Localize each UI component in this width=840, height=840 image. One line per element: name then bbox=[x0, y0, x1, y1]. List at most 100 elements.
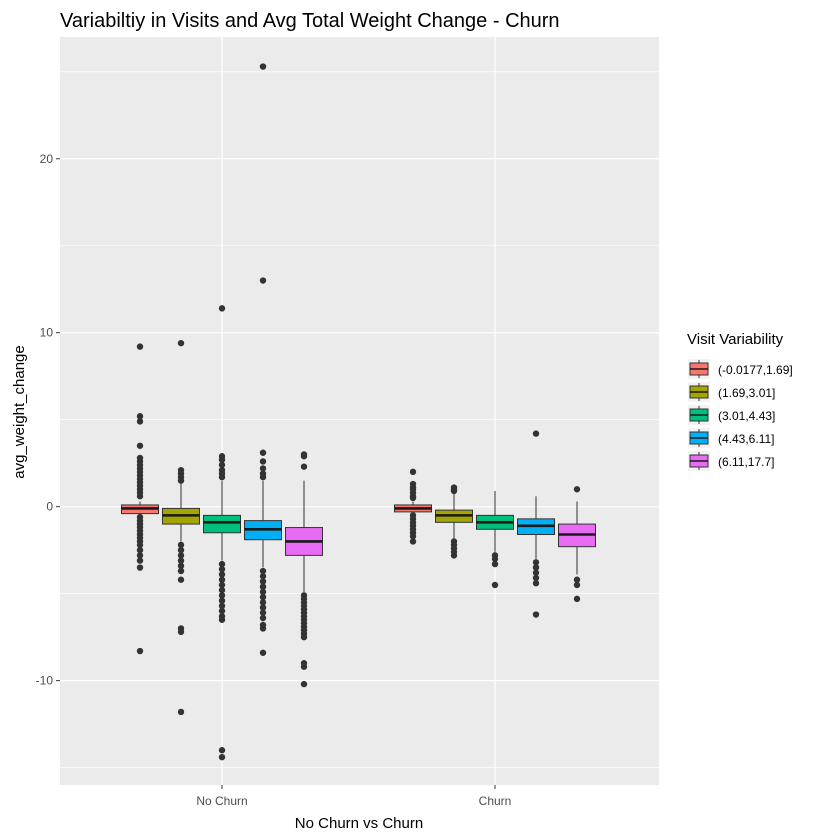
outlier-point bbox=[532, 564, 540, 571]
outlier-point bbox=[136, 493, 144, 500]
x-axis: No Churn Churn bbox=[196, 785, 511, 808]
outlier-point bbox=[259, 465, 267, 472]
outlier-point bbox=[259, 604, 267, 611]
outlier-point bbox=[218, 461, 226, 469]
outlier-point bbox=[177, 576, 185, 583]
outlier-point bbox=[259, 277, 267, 284]
box-3-1 bbox=[517, 430, 555, 618]
outlier-point bbox=[218, 592, 226, 599]
outlier-point bbox=[450, 487, 458, 495]
y-axis-title: avg_weight_change bbox=[11, 345, 28, 478]
outlier-point bbox=[259, 449, 267, 456]
outlier-point bbox=[259, 63, 267, 70]
outlier-point bbox=[259, 567, 267, 575]
outlier-point bbox=[259, 583, 267, 590]
y-tick-label: 10 bbox=[40, 326, 54, 340]
outlier-point bbox=[177, 557, 185, 564]
outlier-point bbox=[218, 576, 226, 583]
outlier-point bbox=[450, 552, 458, 559]
outlier-point bbox=[409, 538, 417, 545]
outlier-point bbox=[532, 569, 540, 576]
outlier-point bbox=[136, 557, 144, 564]
plot-panel bbox=[60, 37, 659, 785]
box-1-0 bbox=[162, 339, 200, 716]
outlier-point bbox=[532, 580, 540, 587]
legend-label: (4.43,6.11] bbox=[718, 432, 774, 446]
outlier-point bbox=[259, 473, 267, 481]
outlier-point bbox=[136, 442, 144, 449]
outlier-point bbox=[177, 708, 185, 716]
outlier-point bbox=[573, 576, 581, 583]
outlier-point bbox=[136, 541, 144, 549]
outlier-point bbox=[491, 560, 499, 568]
outlier-point bbox=[218, 747, 226, 754]
outlier-point bbox=[491, 555, 499, 563]
outlier-point bbox=[218, 616, 226, 623]
y-tick-label: 20 bbox=[40, 152, 54, 166]
outlier-point bbox=[136, 564, 144, 571]
outlier-point bbox=[218, 597, 226, 604]
major-gridlines bbox=[60, 37, 659, 785]
outlier-point bbox=[573, 595, 581, 603]
outlier-point bbox=[218, 560, 226, 568]
outlier-point bbox=[259, 599, 267, 606]
outlier-point bbox=[136, 647, 144, 655]
outlier-point bbox=[177, 477, 185, 484]
legend-label: (6.11,17.7] bbox=[718, 455, 774, 469]
outlier-point bbox=[300, 463, 308, 470]
x-axis-title: No Churn vs Churn bbox=[295, 815, 423, 832]
outlier-point bbox=[532, 611, 540, 618]
x-tick-label: No Churn bbox=[196, 794, 247, 808]
outlier-point bbox=[259, 625, 267, 632]
outlier-point bbox=[218, 586, 226, 594]
outlier-point bbox=[177, 541, 185, 549]
outlier-point bbox=[218, 473, 226, 481]
outlier-point bbox=[136, 343, 144, 350]
outlier-point bbox=[177, 567, 185, 575]
outlier-point bbox=[177, 562, 185, 570]
box-0-0 bbox=[121, 343, 159, 655]
y-tick-label: -10 bbox=[36, 674, 54, 688]
outlier-point bbox=[218, 305, 226, 312]
box-2-0 bbox=[203, 305, 241, 761]
outlier-point bbox=[300, 680, 308, 688]
outlier-point bbox=[573, 581, 581, 589]
outlier-point bbox=[409, 533, 417, 540]
y-tick-label: 0 bbox=[46, 500, 53, 514]
y-axis: -10 0 10 20 bbox=[36, 152, 60, 688]
outlier-point bbox=[218, 566, 226, 573]
outlier-point bbox=[259, 649, 267, 656]
box-4-0 bbox=[285, 451, 323, 688]
box-series-group bbox=[121, 63, 596, 761]
outlier-point bbox=[532, 430, 540, 437]
outlier-point bbox=[218, 581, 226, 589]
outlier-point bbox=[573, 486, 581, 493]
legend-label: (-0.0177,1.69] bbox=[718, 363, 793, 377]
outlier-point bbox=[218, 753, 226, 761]
outlier-point bbox=[136, 546, 144, 554]
outlier-point bbox=[300, 453, 308, 460]
legend-title: Visit Variability bbox=[687, 331, 784, 348]
minor-gridlines bbox=[60, 71, 659, 768]
outlier-point bbox=[532, 559, 540, 566]
outlier-point bbox=[409, 494, 417, 502]
outlier-point bbox=[259, 578, 267, 585]
outlier-point bbox=[136, 552, 144, 559]
outlier-point bbox=[259, 614, 267, 622]
outlier-point bbox=[259, 593, 267, 601]
box-0-1 bbox=[394, 468, 432, 545]
outlier-point bbox=[491, 581, 499, 589]
outlier-point bbox=[259, 573, 267, 580]
outlier-point bbox=[136, 418, 144, 425]
outlier-point bbox=[218, 607, 226, 615]
outlier-point bbox=[177, 628, 185, 636]
outlier-point bbox=[259, 588, 267, 596]
outlier-point bbox=[259, 609, 267, 616]
outlier-point bbox=[177, 552, 185, 559]
outlier-point bbox=[218, 571, 226, 578]
box-4-1 bbox=[558, 486, 596, 603]
box-2-1 bbox=[476, 491, 514, 589]
outlier-point bbox=[300, 633, 308, 641]
outlier-point bbox=[136, 413, 144, 420]
